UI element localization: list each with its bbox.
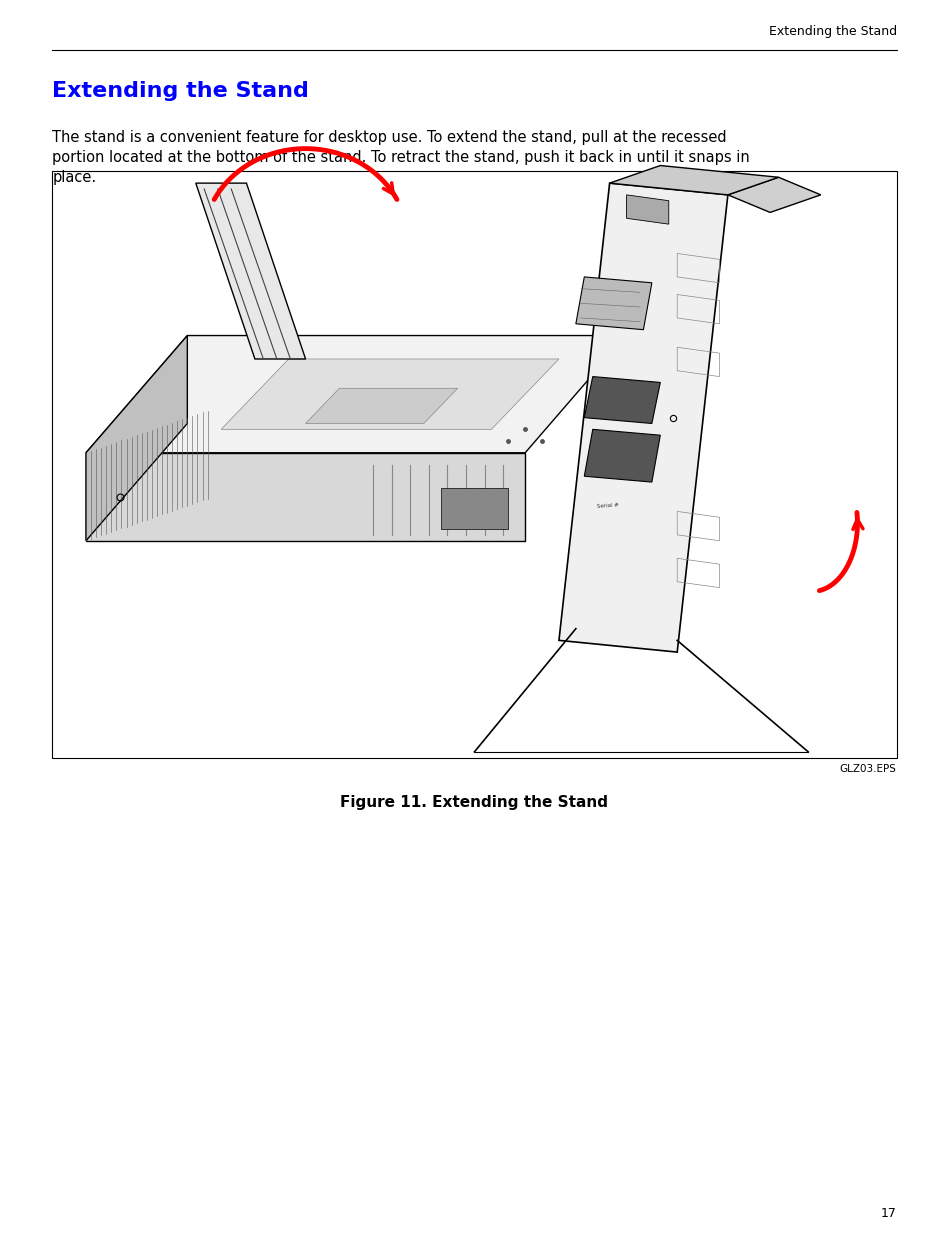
Polygon shape [728, 178, 821, 212]
Text: 17: 17 [881, 1207, 897, 1220]
Polygon shape [585, 376, 661, 424]
Polygon shape [86, 453, 525, 540]
Text: Figure 11. Extending the Stand: Figure 11. Extending the Stand [341, 795, 608, 810]
Polygon shape [559, 183, 728, 652]
Polygon shape [440, 488, 509, 529]
Polygon shape [585, 430, 661, 482]
Polygon shape [576, 277, 652, 329]
Polygon shape [609, 165, 778, 195]
Text: Serial #: Serial # [597, 502, 620, 509]
Polygon shape [195, 183, 306, 359]
Polygon shape [86, 335, 626, 453]
Polygon shape [221, 359, 559, 430]
Text: Extending the Stand: Extending the Stand [52, 81, 309, 101]
Polygon shape [86, 335, 187, 540]
Text: GLZ03.EPS: GLZ03.EPS [839, 764, 896, 774]
Text: Extending the Stand: Extending the Stand [769, 25, 897, 37]
Bar [52, 171, 897, 758]
Polygon shape [626, 195, 669, 224]
Text: The stand is a convenient feature for desktop use. To extend the stand, pull at : The stand is a convenient feature for de… [52, 130, 750, 185]
Polygon shape [306, 389, 457, 424]
